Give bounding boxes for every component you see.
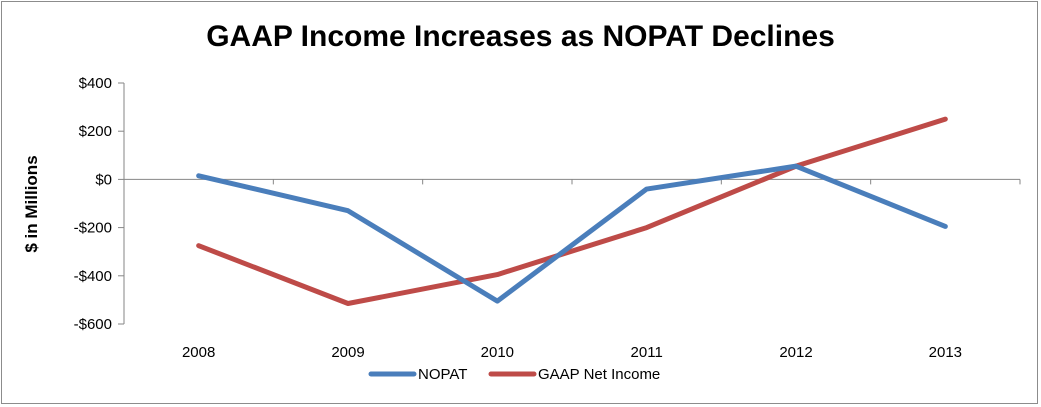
x-tick-label: 2008 xyxy=(182,344,215,361)
axes xyxy=(118,82,1021,325)
x-tick-label: 2009 xyxy=(331,344,364,361)
x-tick-label: 2012 xyxy=(779,344,812,361)
x-tick-label: 2010 xyxy=(481,344,514,361)
y-tick-label: $200 xyxy=(79,123,112,140)
y-tick-label: -$600 xyxy=(74,316,112,333)
legend-label: NOPAT xyxy=(418,366,467,383)
x-tick-label: 2013 xyxy=(929,344,962,361)
y-tick-label: $400 xyxy=(79,75,112,92)
x-tick-label: 2011 xyxy=(631,344,663,361)
y-tick-labels: $400 $200 $0 -$200 -$400 -$600 xyxy=(74,75,112,333)
series-line-gaap-net-income xyxy=(196,116,948,307)
x-tick-labels: 2008 2009 2010 2011 2012 2013 xyxy=(182,344,962,361)
series-lines xyxy=(196,116,948,307)
y-tick-label: $0 xyxy=(95,171,112,188)
y-tick-label: -$200 xyxy=(74,220,112,237)
y-axis-label: $ in Millions xyxy=(22,155,41,252)
series-line-nopat xyxy=(196,163,948,304)
y-tick-label: -$400 xyxy=(74,268,112,285)
chart-title: GAAP Income Increases as NOPAT Declines xyxy=(206,20,835,53)
legend-label: GAAP Net Income xyxy=(538,366,660,383)
legend: NOPAT GAAP Net Income xyxy=(368,366,660,383)
